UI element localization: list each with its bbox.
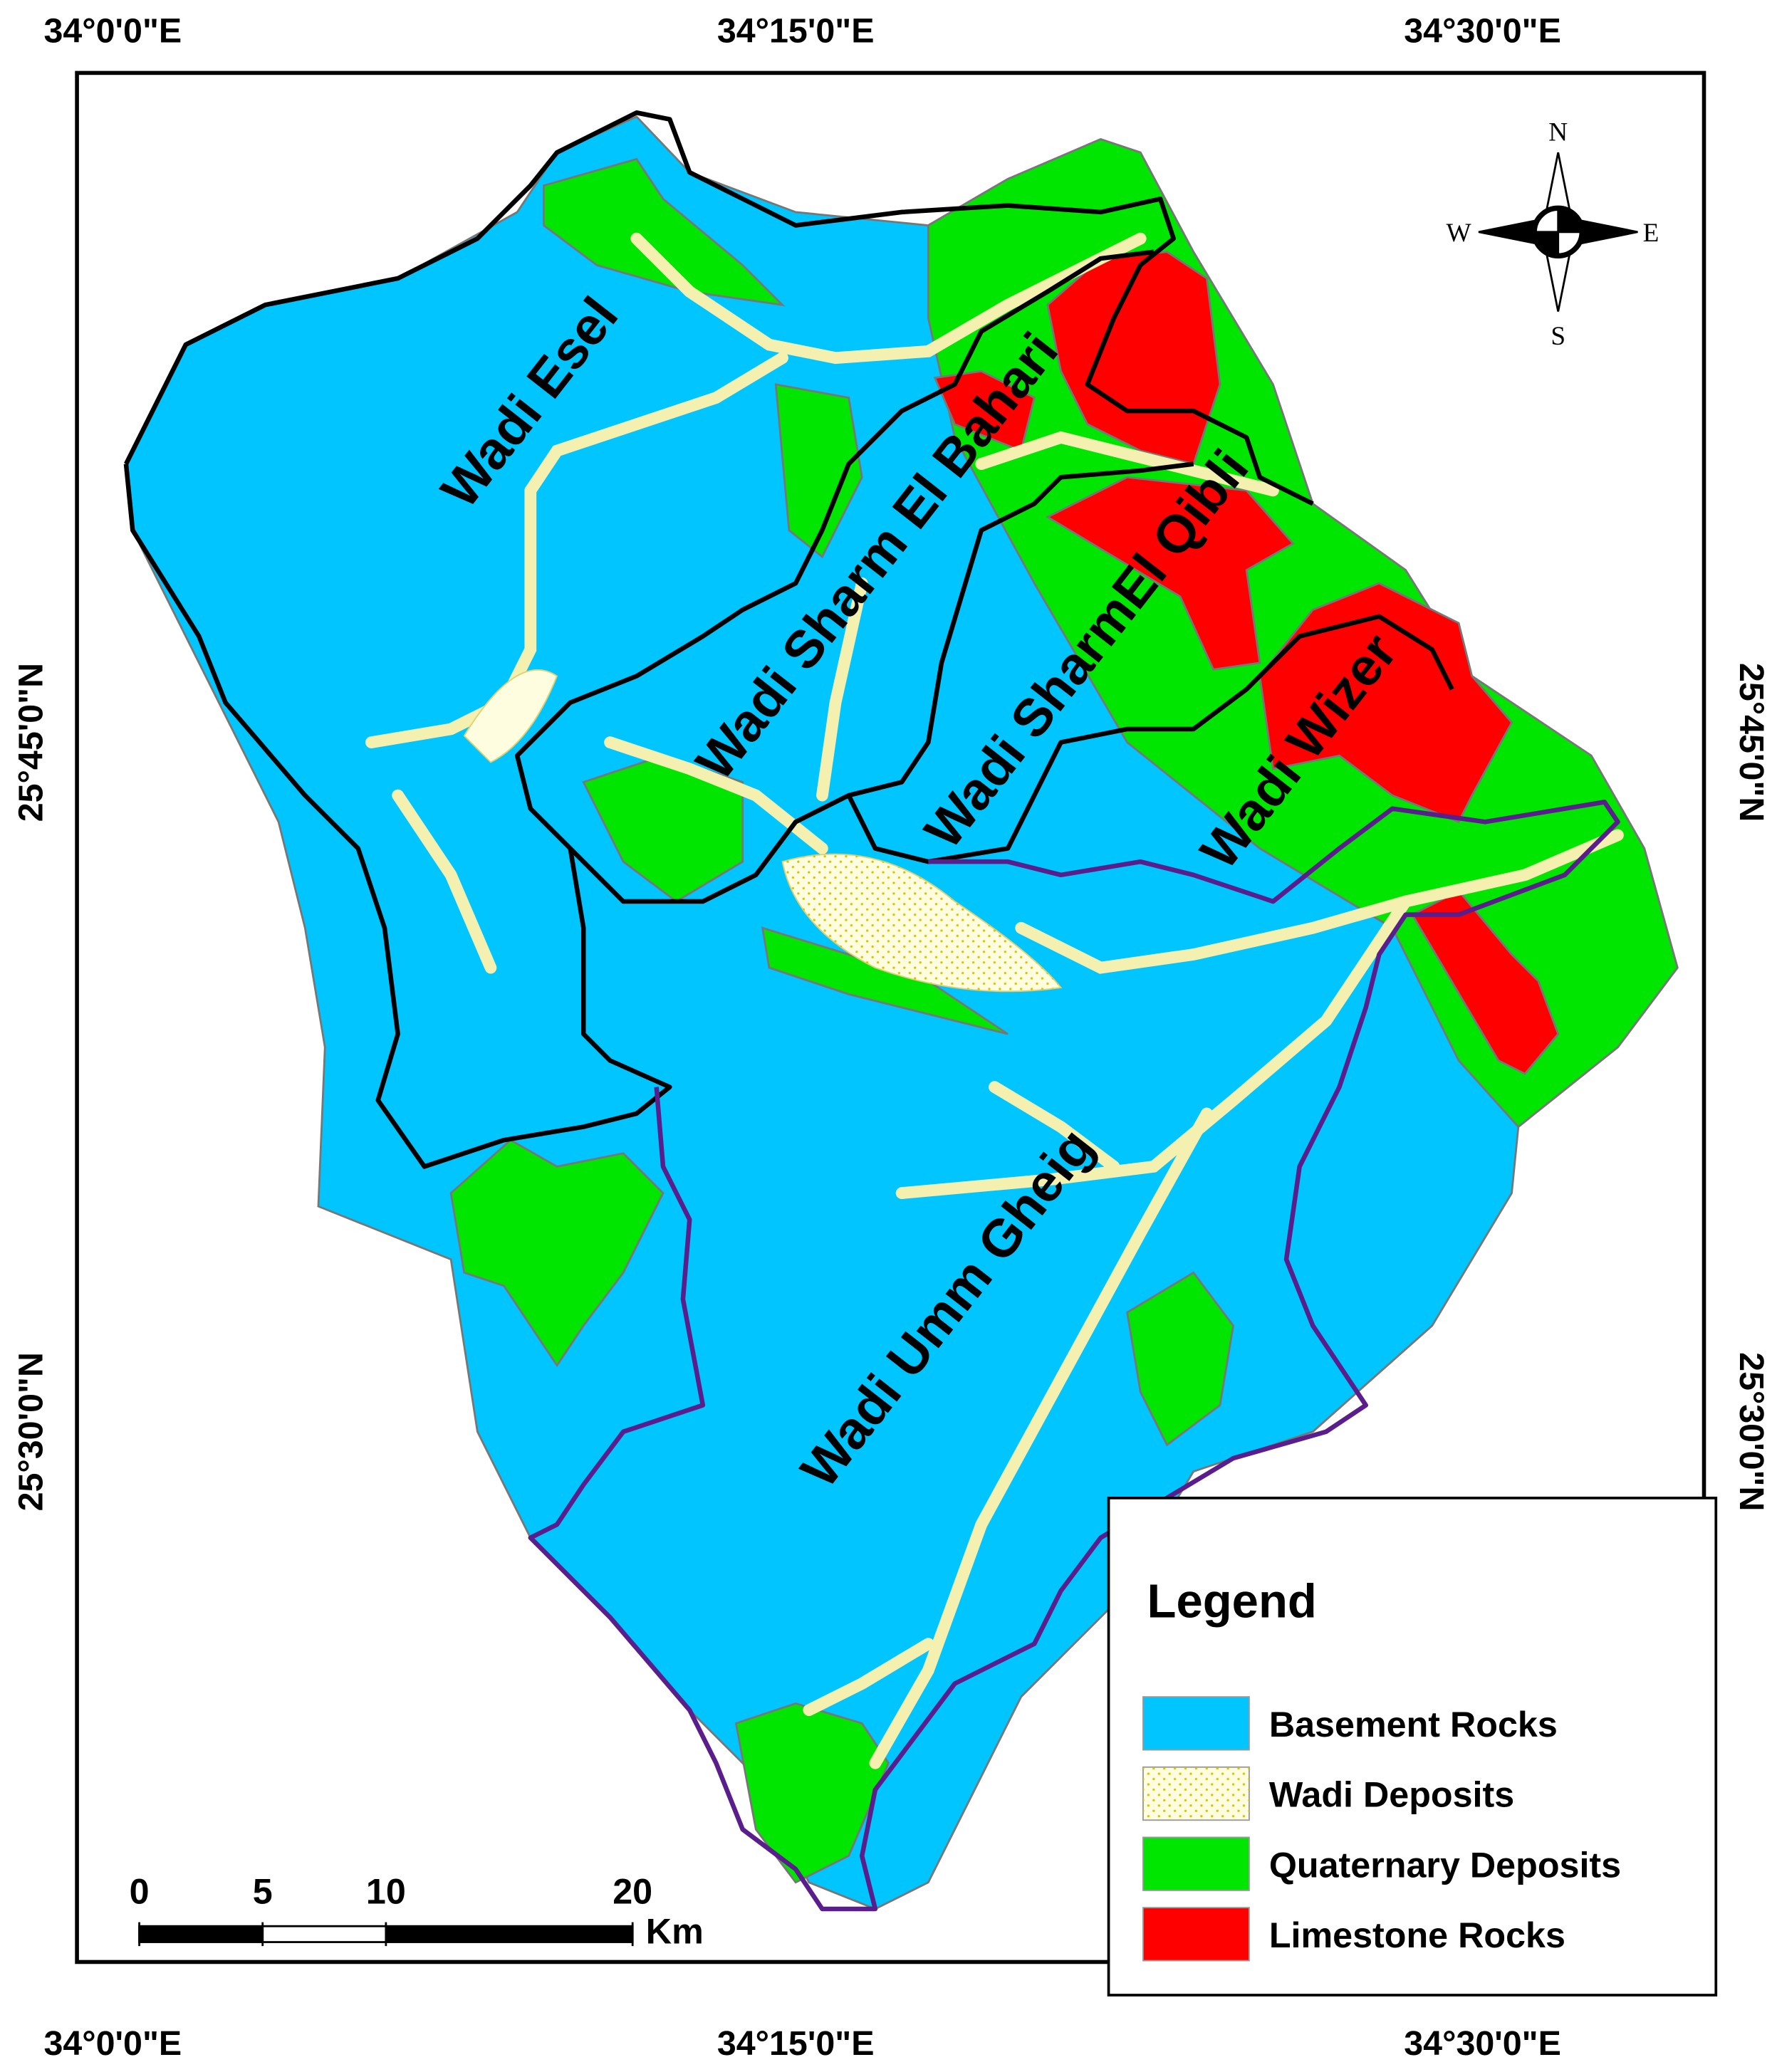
wadi-channel — [816, 577, 868, 802]
quaternary-deposits — [774, 383, 863, 559]
left-label: 25°30'0"N — [12, 1352, 51, 1511]
legend-label: Wadi Deposits — [1269, 1775, 1514, 1815]
wadi-channel — [392, 789, 497, 974]
scale-label: 5 — [253, 1872, 273, 1912]
limestone-rocks — [1259, 582, 1513, 824]
right-label: 25°30'0"N — [1732, 1352, 1771, 1511]
limestone-rocks — [933, 370, 1036, 452]
bottom-label: 34°30'0"E — [1404, 2024, 1561, 2063]
quaternary-deposits — [449, 1139, 665, 1368]
bottom-label: 34°0'0"E — [43, 2024, 182, 2063]
basin-boundary — [124, 110, 1314, 506]
compass-quadrants — [1533, 206, 1583, 257]
legend-swatch-pattern — [1142, 1767, 1249, 1821]
limestone-rocks — [1046, 476, 1295, 671]
wadi-channel — [869, 1107, 1213, 1769]
wadi-channel — [604, 736, 828, 854]
wadi-channel — [803, 1638, 934, 1717]
wadi-channel — [975, 431, 1279, 497]
compass-e: E — [1643, 219, 1659, 248]
compass: N S W E — [1447, 117, 1659, 351]
coordinate-labels: 34°0'0"E 34°15'0"E 34°30'0"E 34°0'0"E 34… — [12, 12, 1771, 2063]
basin-boundary — [568, 461, 1194, 904]
wadi-channel — [524, 352, 788, 497]
wadi-deposits-pattern — [782, 854, 1061, 992]
legend-label: Quaternary Deposits — [1269, 1845, 1621, 1885]
scale-segment — [385, 1925, 634, 1943]
left-label: 25°45'0"N — [12, 663, 51, 822]
wadi-channels — [365, 232, 1624, 1769]
legend: Legend Basement Rocks Wadi Deposits Quater… — [1107, 1496, 1718, 1997]
limestone-rocks — [1410, 889, 1560, 1075]
scale-label: 10 — [366, 1872, 406, 1912]
geology — [125, 115, 1679, 1910]
basin-boundary — [123, 249, 1155, 1169]
legend-swatch — [1142, 1696, 1250, 1751]
quaternary-deposits — [543, 157, 786, 307]
top-label: 34°15'0"E — [717, 12, 875, 51]
legend-swatch — [1142, 1836, 1250, 1891]
wadi-channel — [989, 1081, 1120, 1173]
top-label: 34°0'0"E — [43, 12, 182, 51]
top-label: 34°30'0"E — [1404, 12, 1561, 51]
right-label: 25°45'0"N — [1732, 663, 1771, 822]
scale-label: 0 — [130, 1872, 150, 1912]
scale-label: 20 — [613, 1872, 652, 1912]
legend-label: Limestone Rocks — [1269, 1915, 1565, 1955]
wadi-channel — [630, 232, 1147, 365]
compass-w: W — [1447, 219, 1472, 248]
compass-s: S — [1551, 322, 1565, 351]
wadi-channel — [1015, 829, 1624, 974]
compass-n: N — [1548, 117, 1568, 147]
legend-swatch — [1142, 1907, 1250, 1962]
scale-segment — [138, 1925, 264, 1943]
scale-unit: Km — [646, 1911, 704, 1951]
legend-title: Legend — [1147, 1574, 1317, 1628]
quaternary-deposits — [1126, 1271, 1235, 1447]
legend-label: Basement Rocks — [1269, 1705, 1558, 1744]
scale-segment — [261, 1925, 387, 1943]
bottom-label: 34°15'0"E — [717, 2024, 875, 2063]
wadi-deposits — [463, 669, 558, 763]
